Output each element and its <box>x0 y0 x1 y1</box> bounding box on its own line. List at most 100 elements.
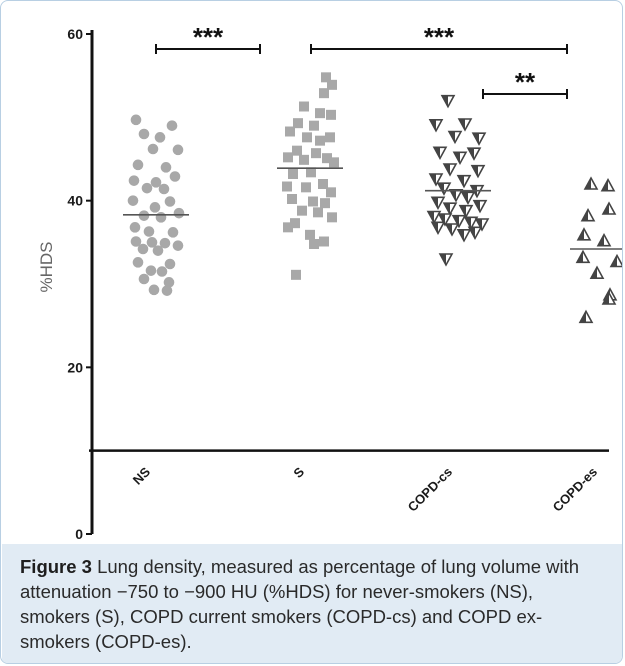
s-data-point <box>301 182 311 193</box>
s-data-point <box>326 109 336 120</box>
ns-data-point <box>138 210 150 221</box>
data-points-layer <box>127 72 622 324</box>
copd-cs-data-point <box>442 163 458 177</box>
s-data-point <box>283 152 293 163</box>
ns-data-point <box>154 132 166 143</box>
caption-label: Figure 3 <box>20 556 92 577</box>
s-data-point <box>282 181 292 192</box>
ns-data-point <box>132 257 144 268</box>
y-tick-label: 0 <box>75 526 83 542</box>
copd-es-data-point <box>600 177 616 192</box>
ns-data-point <box>138 128 150 140</box>
ns-data-point <box>132 159 144 171</box>
ns-data-point <box>172 144 184 156</box>
ns-data-point <box>130 236 142 247</box>
ns-data-point <box>164 258 176 270</box>
x-category-label: COPD-cs <box>405 464 455 514</box>
copd-cs-data-point <box>470 164 486 179</box>
caption-text: Lung density, measured as percentage of … <box>20 556 580 652</box>
x-category-label: COPD-es <box>550 464 600 514</box>
copd-cs-data-point <box>471 132 487 146</box>
ns-data-point <box>141 182 153 194</box>
ns-data-point <box>160 162 172 173</box>
copd-cs-data-point <box>456 174 472 189</box>
s-data-point <box>318 179 328 189</box>
ns-data-point <box>130 114 142 126</box>
axes-layer: 0 20 40 60 %HDS NS S COPD-cs COPD-es <box>37 26 609 542</box>
s-data-point <box>320 198 330 209</box>
x-category-label: NS <box>130 464 154 488</box>
ns-data-point <box>163 277 175 288</box>
copd-es-data-point <box>609 253 622 268</box>
ns-data-point <box>150 177 162 188</box>
ns-data-point <box>159 237 171 249</box>
ns-data-point <box>145 265 157 276</box>
s-data-point <box>291 269 301 280</box>
copd-es-data-point <box>578 309 594 324</box>
ns-data-point <box>138 273 150 285</box>
s-data-point <box>319 88 329 99</box>
copd-cs-data-point <box>472 199 488 214</box>
s-data-point <box>292 145 302 156</box>
y-axis-label: %HDS <box>37 241 56 292</box>
copd-es-data-point <box>601 291 617 305</box>
s-data-point <box>299 101 309 112</box>
s-data-point <box>309 120 319 131</box>
copd-cs-data-point <box>436 182 452 196</box>
y-tick-label: 20 <box>67 359 83 375</box>
significance-label: *** <box>424 22 455 52</box>
y-tick-label: 60 <box>67 26 83 42</box>
ns-data-point <box>147 143 159 155</box>
s-data-point <box>327 212 337 223</box>
copd-cs-data-point <box>466 147 482 161</box>
ns-data-point <box>143 226 155 237</box>
s-data-point <box>288 169 298 179</box>
significance-label: ** <box>515 67 536 97</box>
s-data-point <box>283 222 293 233</box>
ns-data-point <box>148 284 160 296</box>
y-tick-label: 40 <box>67 193 83 209</box>
copd-cs-data-point <box>456 229 472 243</box>
copd-es-data-point <box>580 207 596 222</box>
s-data-point <box>325 132 335 143</box>
s-data-point <box>290 218 300 229</box>
copd-cs-data-point <box>426 210 442 225</box>
copd-cs-data-point <box>438 253 454 267</box>
copd-cs-data-point <box>432 146 448 161</box>
significance-label: *** <box>193 22 224 52</box>
s-data-point <box>297 205 307 216</box>
copd-cs-data-point <box>428 119 444 133</box>
s-data-point <box>315 135 325 146</box>
copd-cs-data-point <box>460 191 476 206</box>
ns-data-point <box>164 196 176 207</box>
significance-annotations-layer: *** ***** <box>155 22 568 99</box>
s-data-point <box>287 194 297 204</box>
copd-cs-data-point <box>452 151 468 166</box>
ns-data-point <box>166 120 178 131</box>
ns-data-point <box>155 212 167 223</box>
copd-cs-data-point <box>444 223 460 237</box>
copd-cs-data-point <box>430 221 446 236</box>
x-category-label: S <box>290 464 307 481</box>
s-data-point <box>302 132 312 143</box>
s-data-point <box>309 239 319 249</box>
ns-data-point <box>137 243 149 255</box>
ns-data-point <box>146 237 158 248</box>
copd-es-data-point <box>601 201 617 215</box>
s-data-point <box>321 72 331 83</box>
copd-cs-data-point <box>463 216 479 231</box>
ns-data-point <box>169 171 181 182</box>
s-data-point <box>319 236 329 247</box>
copd-cs-data-point <box>430 196 446 211</box>
s-data-point <box>299 154 309 165</box>
mean-lines-layer <box>123 167 622 250</box>
figure-caption: Figure 3 Lung density, measured as perce… <box>2 544 622 663</box>
s-data-point <box>322 153 332 164</box>
copd-cs-data-point <box>442 202 458 216</box>
s-data-point <box>311 148 321 159</box>
s-data-point <box>308 196 318 207</box>
copd-es-data-point <box>596 232 612 247</box>
ns-data-point <box>158 183 170 195</box>
